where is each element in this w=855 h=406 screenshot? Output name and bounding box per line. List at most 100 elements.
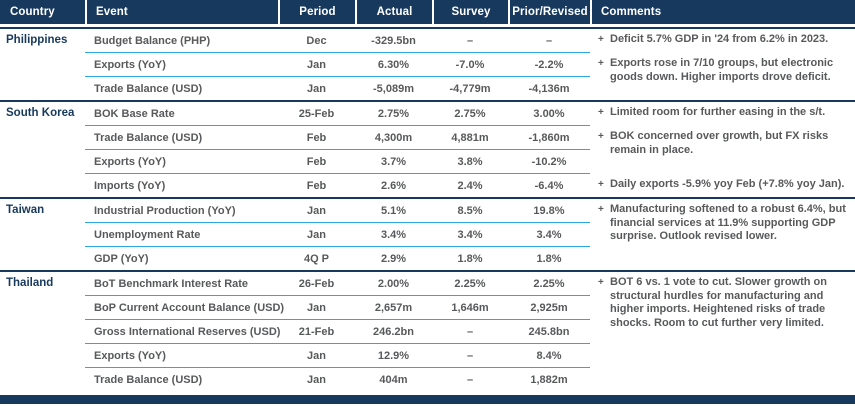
event-cell: Trade Balance (USD) bbox=[94, 373, 203, 386]
actual-cell: 246.2bn bbox=[373, 325, 414, 338]
country-label: Thailand bbox=[6, 277, 54, 289]
survey-cell: 3.4% bbox=[457, 228, 483, 241]
survey-cell: – bbox=[466, 349, 474, 362]
survey-cell: – bbox=[466, 325, 474, 338]
period-cell: Jan bbox=[307, 204, 326, 217]
period-cell: 4Q P bbox=[303, 252, 330, 265]
actual-cell: 12.9% bbox=[377, 349, 410, 362]
comments-cell: + Manufacturing softened to a robust 6.4%… bbox=[590, 199, 855, 270]
comment-item: + Daily exports -5.9% yoy Feb (+7.8% yoy … bbox=[598, 178, 851, 192]
prior-revised-cell: 19.8% bbox=[533, 204, 565, 217]
column-header-comments: Comments bbox=[590, 0, 855, 24]
country-section-taiwan: Taiwan Industrial Production (YoY) Jan 5.1%… bbox=[0, 197, 855, 270]
table-row: Exports (YoY) Jan 6.30% -7.0% -2.2% bbox=[85, 53, 590, 77]
comment-bullet-icon: + bbox=[598, 107, 604, 118]
prior-revised-cell: 1,882m bbox=[530, 373, 568, 386]
prior-revised-cell: 2,925m bbox=[530, 301, 568, 314]
footer-gap bbox=[0, 391, 855, 395]
event-cell: Trade Balance (USD) bbox=[94, 131, 203, 144]
period-cell: Dec bbox=[306, 34, 327, 47]
actual-cell: 4,300m bbox=[374, 131, 413, 144]
comment-bullet-icon: + bbox=[598, 131, 604, 142]
survey-cell: -4,779m bbox=[449, 82, 491, 95]
comments-cell: + BOT 6 vs. 1 vote to cut. Slower growth … bbox=[590, 272, 855, 391]
event-cell: BoP Current Account Balance (USD) bbox=[94, 301, 285, 314]
section-rows: BoT Benchmark Interest Rate 26-Feb 2.00% 2.… bbox=[85, 272, 590, 391]
country-label: Taiwan bbox=[6, 204, 45, 216]
prior-revised-cell: 3.00% bbox=[533, 107, 565, 120]
event-cell: Gross International Reserves (USD) bbox=[94, 325, 281, 338]
actual-cell: 2.00% bbox=[377, 277, 410, 290]
table-row: Industrial Production (YoY) Jan 5.1% 8.5% 19… bbox=[85, 199, 590, 223]
prior-revised-cell: -6.4% bbox=[534, 179, 564, 192]
comment-item: + Manufacturing softened to a robust 6.4%… bbox=[598, 203, 851, 244]
comment-item: + Deficit 5.7% GDP in '24 from 6.2% in 20… bbox=[598, 33, 851, 47]
comment-item: + BOK concerned over growth, but FX risks… bbox=[598, 130, 851, 157]
country-section-south-korea: South Korea BOK Base Rate 25-Feb 2.75% 2.75%… bbox=[0, 100, 855, 197]
table-body: Philippines Budget Balance (PHP) Dec -329.5… bbox=[0, 27, 855, 391]
table-row: Exports (YoY) Feb 3.7% 3.8% -10.2% bbox=[85, 150, 590, 174]
prior-revised-cell: -1,860m bbox=[528, 131, 570, 144]
event-cell: Industrial Production (YoY) bbox=[94, 204, 236, 217]
table-row: Imports (YoY) Feb 2.6% 2.4% -6.4% bbox=[85, 174, 590, 197]
prior-revised-cell: -2.2% bbox=[534, 58, 564, 71]
comment-bullet-icon: + bbox=[598, 58, 604, 69]
comment-text: Daily exports -5.9% yoy Feb (+7.8% yoy J… bbox=[610, 178, 845, 190]
section-rows: BOK Base Rate 25-Feb 2.75% 2.75% 3.00% Trade … bbox=[85, 102, 590, 197]
period-cell: 25-Feb bbox=[298, 107, 335, 120]
actual-cell: 6.30% bbox=[377, 58, 410, 71]
period-cell: Jan bbox=[307, 58, 326, 71]
prior-revised-cell: 8.4% bbox=[536, 349, 562, 362]
period-cell: Feb bbox=[306, 179, 327, 192]
table-row: Gross International Reserves (USD) 21-Feb… bbox=[85, 320, 590, 344]
actual-cell: 5.1% bbox=[380, 204, 407, 217]
column-header-country: Country bbox=[10, 6, 55, 18]
prior-revised-cell: – bbox=[545, 34, 553, 47]
survey-cell: 1,646m bbox=[451, 301, 489, 314]
actual-cell: 3.7% bbox=[380, 155, 407, 168]
table-row: BOK Base Rate 25-Feb 2.75% 2.75% 3.00% bbox=[85, 102, 590, 126]
period-cell: Jan bbox=[307, 228, 326, 241]
actual-cell: 2.6% bbox=[380, 179, 407, 192]
table-header-row: Country Event Period Actual Survey Prior… bbox=[0, 0, 855, 24]
column-header-prior-revised: Prior/Revised bbox=[508, 0, 590, 24]
survey-cell: 2.25% bbox=[454, 277, 486, 290]
survey-cell: 8.5% bbox=[457, 204, 483, 217]
actual-cell: 404m bbox=[379, 373, 408, 386]
comment-text: BOT 6 vs. 1 vote to cut. Slower growth o… bbox=[610, 276, 827, 329]
table-row: Trade Balance (USD) Feb 4,300m 4,881m -1,860… bbox=[85, 126, 590, 150]
comments-cell: + Limited room for further easing in the … bbox=[590, 102, 855, 197]
period-cell: Jan bbox=[307, 373, 326, 386]
event-cell: Exports (YoY) bbox=[94, 155, 166, 168]
period-cell: Feb bbox=[306, 131, 327, 144]
comment-text: Exports rose in 7/10 groups, but electro… bbox=[610, 57, 834, 83]
table-row: Unemployment Rate Jan 3.4% 3.4% 3.4% bbox=[85, 223, 590, 247]
period-cell: 21-Feb bbox=[298, 325, 335, 338]
actual-cell: 2.9% bbox=[380, 252, 407, 265]
survey-cell: -7.0% bbox=[455, 58, 485, 71]
country-section-philippines: Philippines Budget Balance (PHP) Dec -329.5… bbox=[0, 27, 855, 100]
comment-item: + BOT 6 vs. 1 vote to cut. Slower growth … bbox=[598, 276, 851, 330]
event-cell: GDP (YoY) bbox=[94, 252, 149, 265]
actual-cell: 3.4% bbox=[380, 228, 407, 241]
survey-cell: 1.8% bbox=[457, 252, 483, 265]
table-row: Trade Balance (USD) Jan 404m – 1,882m bbox=[85, 368, 590, 391]
event-cell: BoT Benchmark Interest Rate bbox=[94, 277, 249, 290]
actual-cell: 2.75% bbox=[377, 107, 410, 120]
comment-bullet-icon: + bbox=[598, 179, 604, 190]
comment-text: Deficit 5.7% GDP in '24 from 6.2% in 202… bbox=[610, 33, 829, 45]
comment-item: + Exports rose in 7/10 groups, but electr… bbox=[598, 57, 851, 84]
actual-cell: -5,089m bbox=[373, 82, 414, 95]
country-label: Philippines bbox=[6, 34, 68, 46]
event-cell: Budget Balance (PHP) bbox=[94, 34, 211, 47]
comment-text: Manufacturing softened to a robust 6.4%,… bbox=[610, 203, 846, 242]
country-label: South Korea bbox=[6, 107, 75, 119]
comment-bullet-icon: + bbox=[598, 34, 604, 45]
survey-cell: 3.8% bbox=[457, 155, 483, 168]
period-cell: Feb bbox=[306, 155, 327, 168]
event-cell: Exports (YoY) bbox=[94, 58, 166, 71]
table-row: Exports (YoY) Jan 12.9% – 8.4% bbox=[85, 344, 590, 368]
prior-revised-cell: -10.2% bbox=[531, 155, 567, 168]
period-cell: Jan bbox=[307, 301, 326, 314]
bottom-bar bbox=[0, 395, 855, 404]
